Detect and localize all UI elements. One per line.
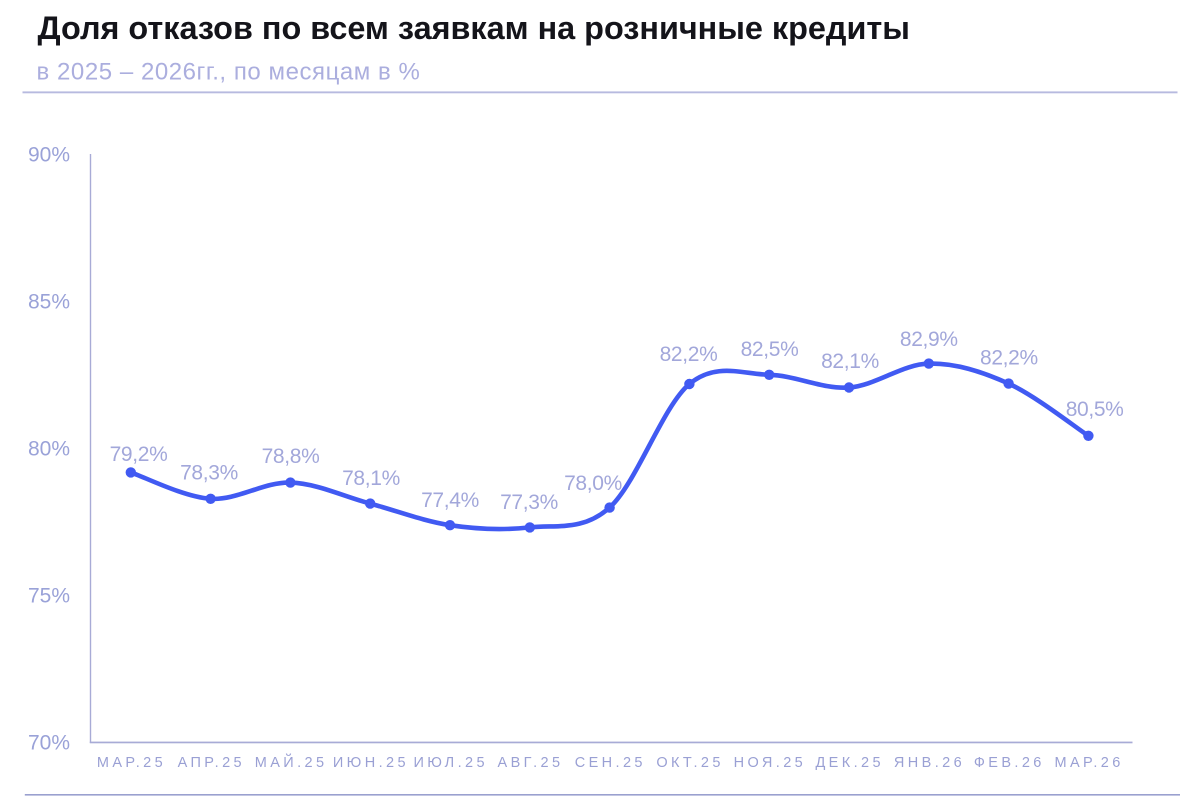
svg-text:77,4%: 77,4% — [421, 489, 479, 512]
svg-text:77,3%: 77,3% — [500, 491, 558, 514]
svg-text:79,2%: 79,2% — [110, 443, 168, 466]
svg-text:МАР.26: МАР.26 — [1054, 755, 1123, 771]
svg-text:АВГ.25: АВГ.25 — [498, 755, 564, 771]
svg-text:82,1%: 82,1% — [821, 350, 879, 373]
svg-text:ИЮЛ.25: ИЮЛ.25 — [413, 755, 488, 771]
svg-text:82,2%: 82,2% — [660, 343, 718, 366]
svg-text:Доля отказов по всем заявкам н: Доля отказов по всем заявкам на розничны… — [38, 10, 910, 46]
svg-text:НОЯ.25: НОЯ.25 — [734, 755, 806, 771]
svg-text:МАЙ.25: МАЙ.25 — [255, 753, 328, 771]
svg-text:82,2%: 82,2% — [980, 347, 1038, 370]
svg-text:МАР.25: МАР.25 — [97, 755, 166, 771]
svg-text:70%: 70% — [28, 732, 70, 755]
svg-text:78,3%: 78,3% — [180, 462, 238, 485]
svg-text:82,5%: 82,5% — [741, 338, 799, 361]
svg-text:в 2025 – 2026гг., по месяцам в: в 2025 – 2026гг., по месяцам в % — [37, 58, 421, 85]
svg-text:80%: 80% — [28, 438, 70, 461]
svg-text:78,0%: 78,0% — [564, 472, 622, 495]
svg-text:ФЕВ.26: ФЕВ.26 — [974, 755, 1045, 771]
svg-text:78,8%: 78,8% — [262, 445, 320, 468]
svg-text:ДЕК.25: ДЕК.25 — [815, 755, 884, 771]
svg-text:ЯНВ.26: ЯНВ.26 — [894, 755, 965, 771]
svg-text:75%: 75% — [28, 585, 70, 608]
svg-text:78,1%: 78,1% — [342, 467, 400, 490]
svg-text:АПР.25: АПР.25 — [178, 755, 245, 771]
svg-text:СЕН.25: СЕН.25 — [575, 755, 646, 771]
svg-text:ОКТ.25: ОКТ.25 — [656, 755, 724, 771]
svg-text:ИЮН.25: ИЮН.25 — [333, 755, 409, 771]
svg-text:80,5%: 80,5% — [1066, 398, 1124, 421]
svg-text:90%: 90% — [28, 143, 70, 166]
svg-text:82,9%: 82,9% — [900, 328, 958, 351]
svg-text:85%: 85% — [28, 290, 70, 313]
